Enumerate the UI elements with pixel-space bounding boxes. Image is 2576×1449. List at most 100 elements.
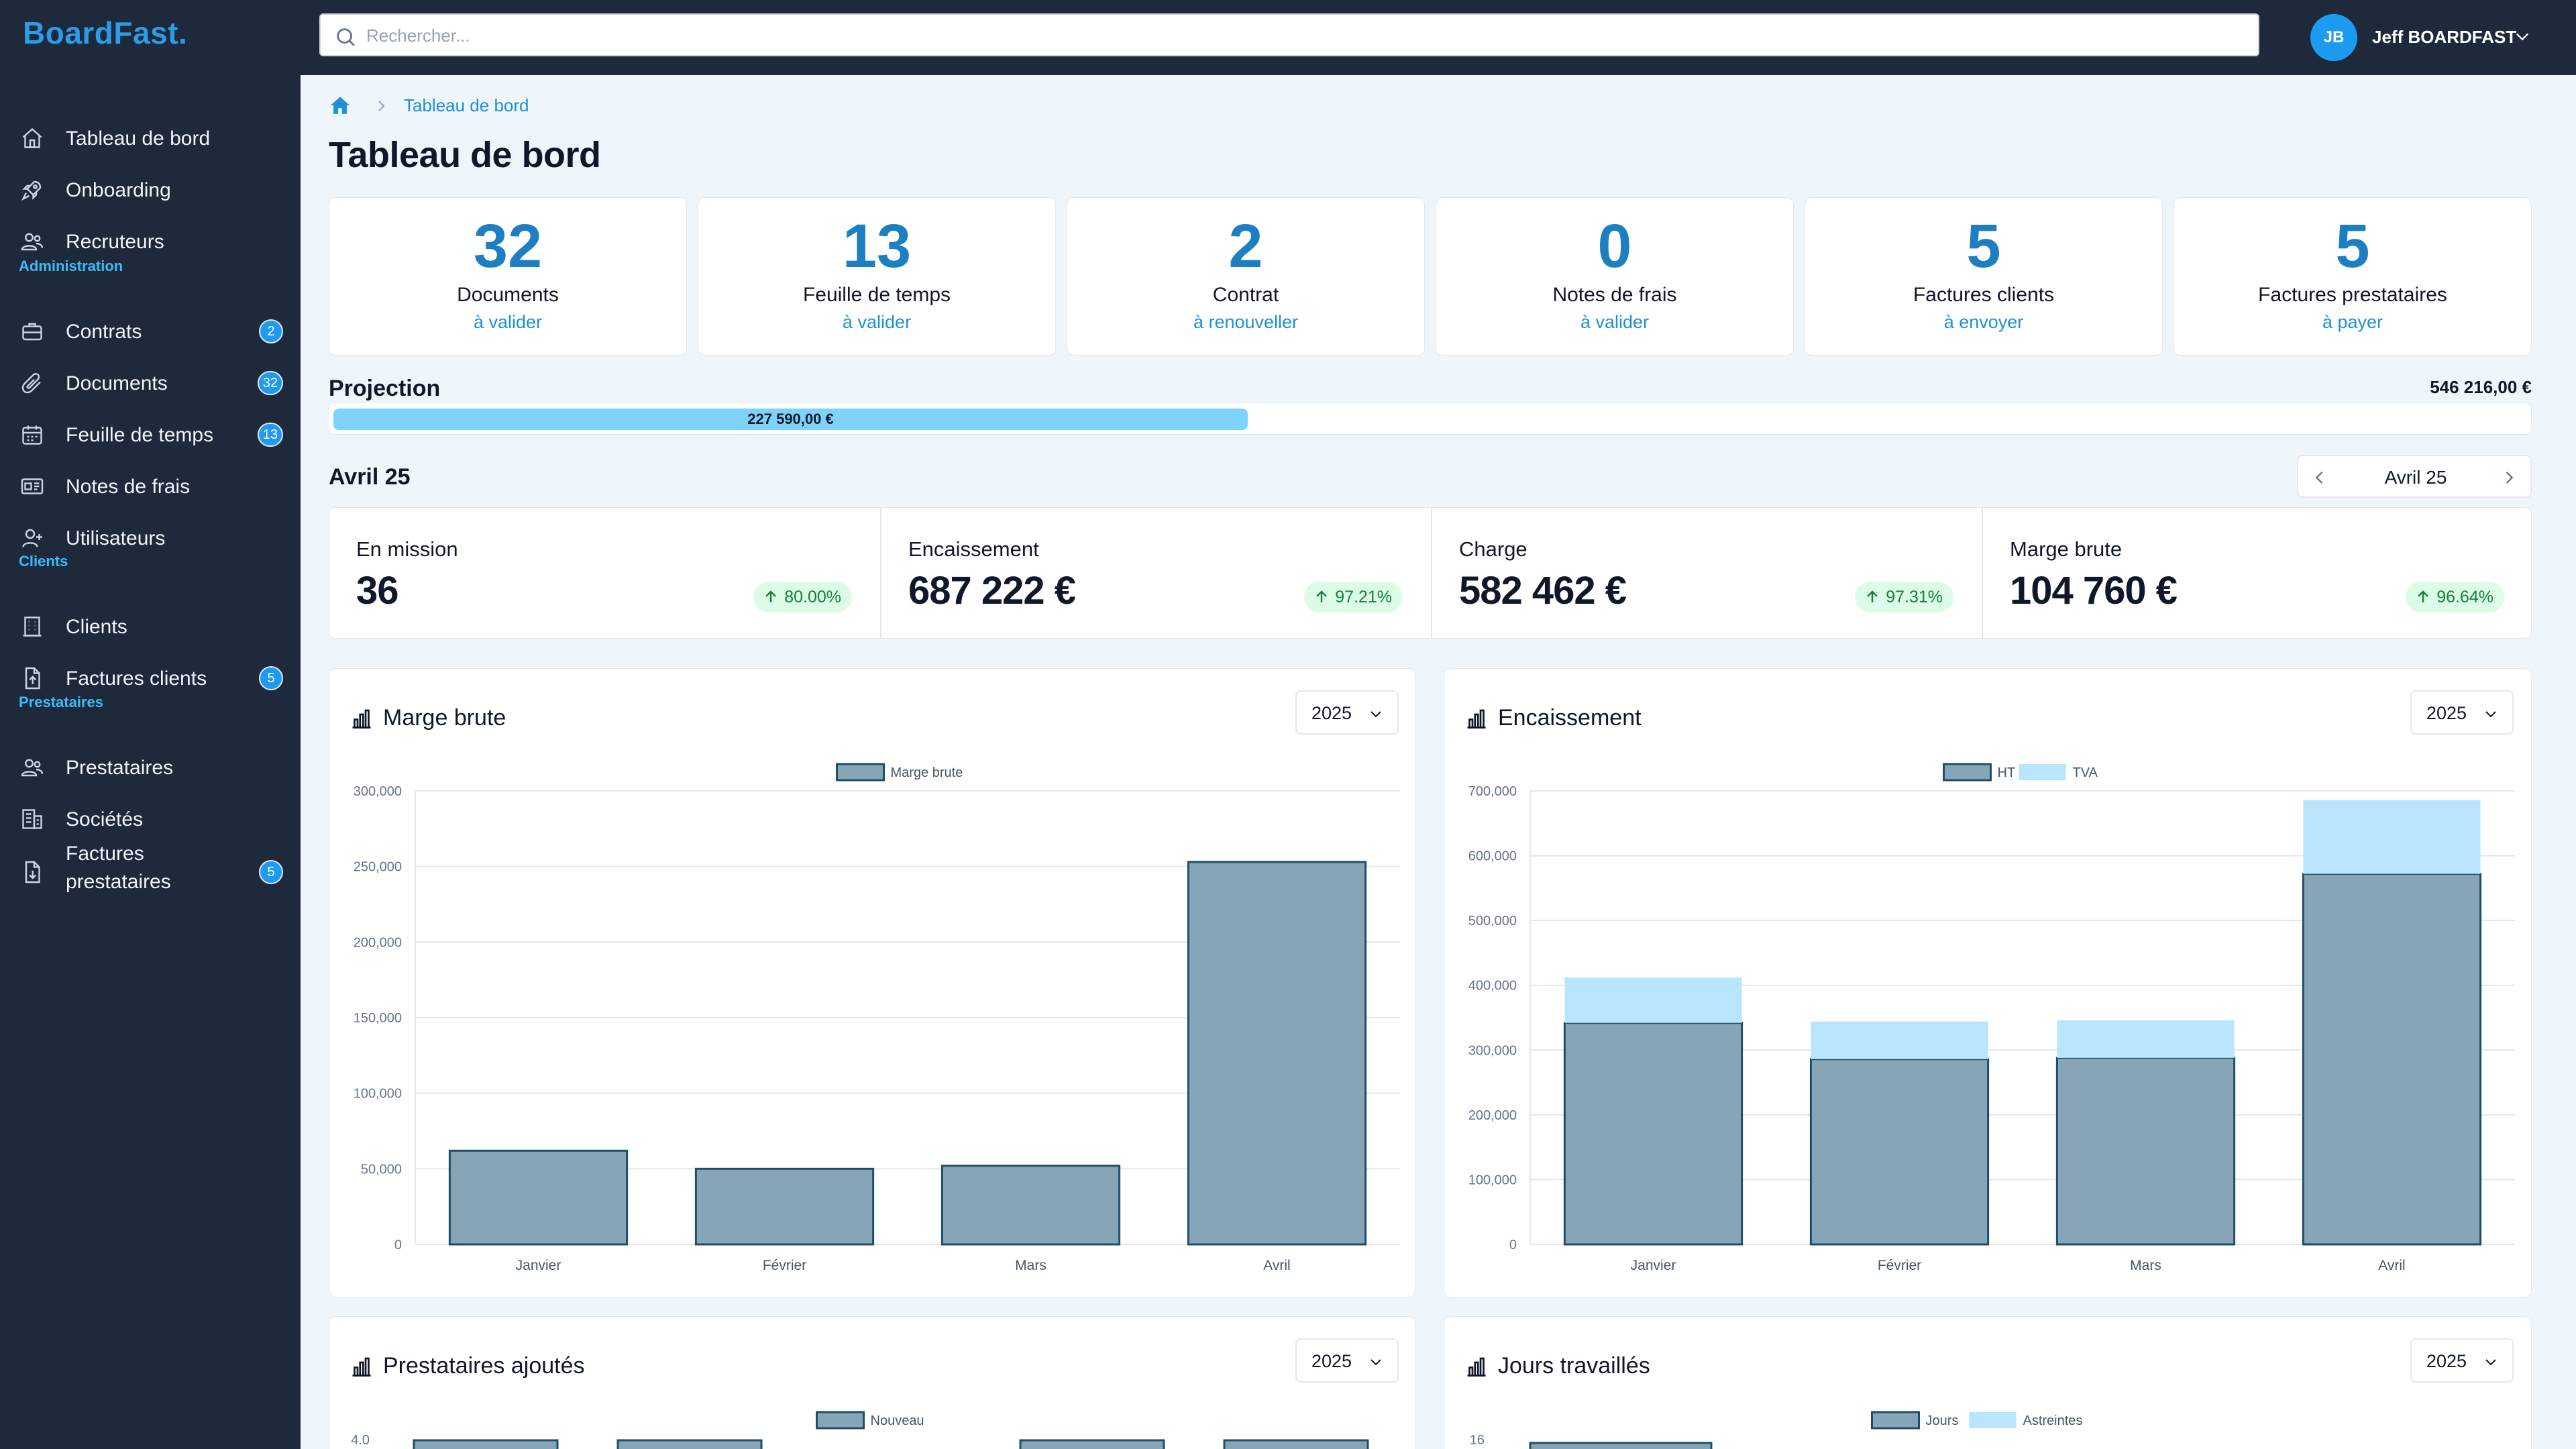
sidebar-item-feuille-de-temps[interactable]: Feuille de temps 13 [0, 412, 301, 456]
year-select-value: 2025 [1311, 1351, 1352, 1371]
sidebar-item-societes[interactable]: Sociétés [0, 796, 301, 841]
kpi-link[interactable]: à payer [2322, 312, 2383, 332]
kpi-card-factures-prestataires[interactable]: 5 Factures prestataires à payer [2174, 197, 2532, 356]
stat-value: 104 760 € [2010, 569, 2178, 612]
bar [1187, 861, 1367, 1246]
legend-label: HT [1998, 765, 2016, 780]
bar [2302, 873, 2482, 1246]
user-name: Jeff BOARDFAST [2372, 27, 2517, 47]
legend-swatch [1969, 1412, 2017, 1428]
sidebar-item-utilisateurs[interactable]: Utilisateurs [0, 515, 301, 559]
chevron-down-icon [1371, 1359, 1381, 1366]
bar-chart-icon [352, 1357, 371, 1377]
bar [2303, 800, 2481, 874]
legend-swatch [1871, 1411, 1920, 1430]
home-icon[interactable] [329, 94, 352, 117]
brand-logo[interactable]: BoardFast. [23, 15, 187, 51]
year-select-value: 2025 [2426, 703, 2467, 723]
search-icon [337, 28, 355, 46]
kpi-link[interactable]: à envoyer [1943, 312, 2024, 332]
kpi-card-notes-de-frais[interactable]: 0 Notes de frais à valider [1436, 197, 1794, 356]
chart-card-prestataires-ajoutes: Prestataires ajoutés 2025 Nouveau 4.0 [329, 1316, 1415, 1449]
month-title: Avril 25 [329, 464, 411, 490]
sidebar-item-contrats[interactable]: Contrats 2 [0, 309, 301, 353]
projection-progress-bar: 227 590,00 € [329, 402, 2532, 435]
year-select[interactable]: 2025 [2410, 690, 2514, 735]
section-title-clients: Clients [19, 553, 68, 570]
kpi-link[interactable]: à renouveller [1193, 312, 1299, 332]
stat-value: 582 462 € [1459, 569, 1627, 612]
y-tick-label: 100,000 [354, 1087, 402, 1102]
kpi-link[interactable]: à valider [1580, 312, 1650, 332]
sidebar-item-factures-clients[interactable]: Factures clients 5 [0, 655, 301, 700]
top-bar: BoardFast. JB Jeff BOARDFAST [0, 0, 2576, 75]
building-icon [23, 616, 42, 637]
users-icon [21, 759, 44, 777]
avatar[interactable]: JB [2310, 14, 2357, 61]
arrow-up-icon [1867, 590, 1878, 602]
sidebar-item-tableau-de-bord[interactable]: Tableau de bord [0, 115, 301, 160]
kpi-card-documents[interactable]: 32 Documents à valider [329, 197, 687, 356]
sidebar-item-onboarding[interactable]: Onboarding [0, 167, 301, 211]
prestataires-chart: Nouveau 4.0 [351, 1411, 1369, 1449]
briefcase-icon [22, 323, 42, 341]
year-select[interactable]: 2025 [1295, 690, 1399, 735]
kpi-label: Feuille de temps [802, 284, 951, 306]
user-menu[interactable]: JB Jeff BOARDFAST [2310, 12, 2538, 62]
file-download-icon [25, 861, 40, 883]
bar [2057, 1020, 2235, 1058]
y-tick-label: 500,000 [1468, 914, 1517, 928]
users-icon [21, 233, 44, 251]
kpi-link[interactable]: à valider [473, 312, 543, 332]
kpi-label: Documents [457, 284, 559, 306]
legend-label: Astreintes [2023, 1413, 2083, 1428]
stat-title: Marge brute [2010, 537, 2123, 561]
sidebar-item-prestataires[interactable]: Prestataires [0, 745, 301, 789]
chevron-right-icon[interactable] [2500, 468, 2518, 487]
y-tick-label: 150,000 [354, 1011, 402, 1026]
year-select[interactable]: 2025 [1295, 1338, 1399, 1383]
sidebar-item-label: Prestataires [66, 757, 174, 779]
paperclip-icon [21, 373, 41, 394]
chevron-down-icon [1371, 711, 1381, 718]
sidebar-item-recruteurs[interactable]: Recruteurs [0, 219, 301, 263]
stat-title: En mission [356, 537, 458, 561]
sidebar-item-label: Recruteurs [66, 231, 164, 253]
legend-swatch [2019, 764, 2066, 780]
year-select[interactable]: 2025 [2410, 1338, 2514, 1383]
office-icon [22, 809, 42, 829]
sidebar-item-label: Notes de frais [66, 476, 191, 498]
sidebar-item-clients[interactable]: Clients [0, 604, 301, 648]
bar [1019, 1439, 1165, 1449]
sidebar-item-label: Factures prestataires [66, 843, 171, 893]
chevron-down-icon[interactable] [2513, 27, 2532, 46]
kpi-card-contrat[interactable]: 2 Contrat à renouveller [1067, 197, 1425, 356]
bar-chart-icon [352, 709, 371, 729]
kpi-card-feuille-de-temps[interactable]: 13 Feuille de temps à valider [698, 197, 1056, 356]
chevron-left-icon[interactable] [2310, 468, 2329, 487]
sidebar-item-notes-de-frais[interactable]: Notes de frais [0, 464, 301, 508]
sidebar-item-factures-prestataires[interactable]: Factures prestataires 5 [0, 840, 301, 904]
y-tick-label: 250,000 [354, 860, 402, 875]
y-tick-label: 300,000 [354, 784, 402, 799]
kpi-label: Factures prestataires [2258, 284, 2447, 306]
page-title: Tableau de bord [329, 135, 601, 175]
sidebar-item-label: Contrats [66, 321, 142, 343]
arrow-up-icon [765, 590, 777, 602]
bar [1564, 977, 1742, 1023]
kpi-card-factures-clients[interactable]: 5 Factures clients à envoyer [1805, 197, 2163, 356]
bar-chart-icon [1467, 709, 1486, 729]
x-tick-label: Février [1878, 1258, 1921, 1273]
search-box[interactable] [319, 13, 2259, 56]
y-tick-label: 400,000 [1468, 979, 1517, 994]
kpi-link[interactable]: à valider [842, 312, 912, 332]
bar [448, 1149, 629, 1246]
sidebar-item-documents[interactable]: Documents 32 [0, 360, 301, 405]
x-tick-label: Janvier [1631, 1258, 1676, 1273]
bar [616, 1439, 763, 1449]
encaissement-chart: 0 100,000 200,000 300,000 400,000 500,000 600,… [1468, 763, 2515, 1273]
search-input[interactable] [366, 21, 2231, 50]
year-select-value: 2025 [1311, 703, 1352, 723]
sidebar-item-label: Tableau de bord [66, 127, 211, 150]
breadcrumb-current[interactable]: Tableau de bord [404, 95, 529, 115]
